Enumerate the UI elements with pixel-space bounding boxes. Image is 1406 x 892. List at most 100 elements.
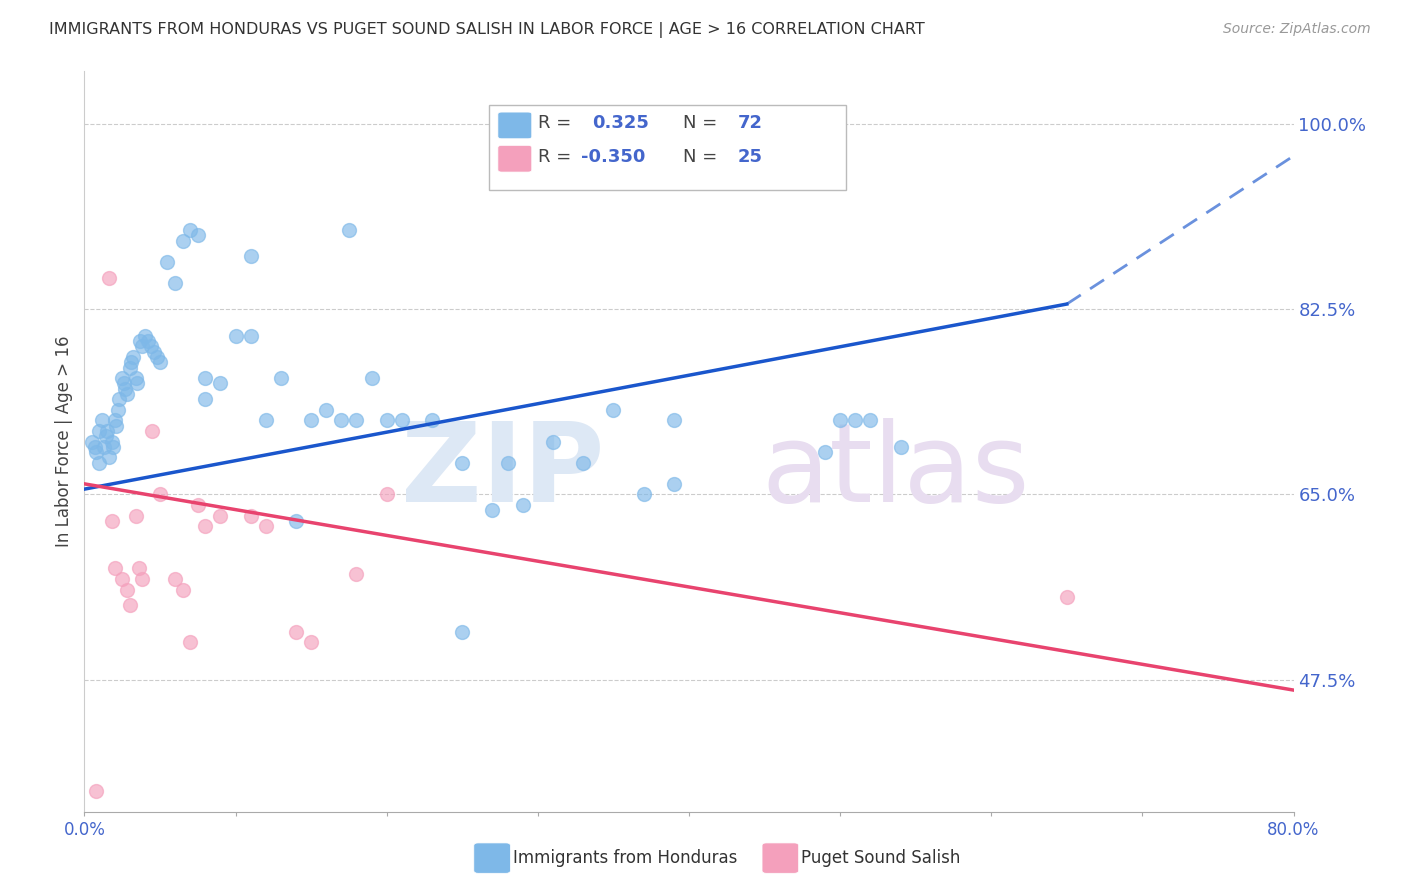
Point bbox=[96, 424, 118, 438]
Point bbox=[142, 344, 165, 359]
Point bbox=[136, 334, 159, 348]
Point bbox=[93, 440, 115, 454]
Point bbox=[165, 276, 187, 290]
Point bbox=[128, 561, 150, 575]
Text: atlas: atlas bbox=[762, 417, 1031, 524]
Point bbox=[112, 376, 135, 391]
Point bbox=[299, 413, 322, 427]
Point bbox=[512, 498, 534, 512]
Point bbox=[299, 635, 322, 649]
Y-axis label: In Labor Force | Age > 16: In Labor Force | Age > 16 bbox=[55, 335, 73, 548]
Point bbox=[496, 456, 519, 470]
Point bbox=[375, 487, 398, 501]
Point bbox=[859, 413, 882, 427]
Point bbox=[141, 424, 163, 438]
Point bbox=[89, 456, 111, 470]
Point bbox=[1056, 590, 1078, 604]
Point bbox=[131, 572, 153, 586]
Point bbox=[239, 249, 262, 264]
Point bbox=[844, 413, 866, 427]
Point bbox=[285, 624, 308, 639]
Point bbox=[337, 223, 360, 237]
Point bbox=[156, 254, 179, 268]
Point bbox=[194, 392, 217, 407]
Point bbox=[111, 572, 134, 586]
Point bbox=[111, 371, 134, 385]
Point bbox=[129, 334, 152, 348]
Point bbox=[346, 413, 368, 427]
Point bbox=[451, 456, 474, 470]
Point bbox=[89, 424, 111, 438]
Point bbox=[572, 456, 595, 470]
Point bbox=[120, 355, 142, 369]
Point bbox=[105, 418, 128, 433]
Point bbox=[179, 635, 201, 649]
Point bbox=[86, 783, 108, 797]
Point bbox=[375, 413, 398, 427]
Text: Puget Sound Salish: Puget Sound Salish bbox=[801, 849, 960, 867]
Point bbox=[172, 234, 194, 248]
Point bbox=[451, 624, 474, 639]
Point bbox=[84, 440, 107, 454]
Point bbox=[121, 350, 143, 364]
Point bbox=[86, 445, 108, 459]
Point bbox=[541, 434, 564, 449]
Point bbox=[254, 413, 277, 427]
Text: R =: R = bbox=[538, 114, 576, 132]
Point bbox=[187, 498, 209, 512]
Point bbox=[194, 519, 217, 533]
Point bbox=[115, 387, 138, 401]
Point bbox=[114, 382, 136, 396]
Text: ZIP: ZIP bbox=[401, 417, 605, 524]
Text: N =: N = bbox=[683, 114, 723, 132]
Point bbox=[125, 508, 148, 523]
Point bbox=[391, 413, 413, 427]
Point bbox=[420, 413, 443, 427]
Point bbox=[108, 392, 131, 407]
Point bbox=[360, 371, 382, 385]
Text: R =: R = bbox=[538, 147, 576, 166]
Point bbox=[187, 228, 209, 243]
Point bbox=[225, 328, 247, 343]
Point bbox=[285, 514, 308, 528]
Point bbox=[100, 514, 122, 528]
Point bbox=[91, 413, 114, 427]
Point bbox=[239, 508, 262, 523]
Point bbox=[194, 371, 217, 385]
Point bbox=[830, 413, 852, 427]
Point bbox=[104, 561, 127, 575]
Point bbox=[149, 355, 172, 369]
Point bbox=[104, 413, 127, 427]
Point bbox=[118, 599, 141, 613]
Point bbox=[239, 328, 262, 343]
Point bbox=[149, 487, 172, 501]
FancyBboxPatch shape bbox=[489, 104, 846, 190]
Point bbox=[172, 582, 194, 597]
Point bbox=[80, 434, 103, 449]
Point bbox=[890, 440, 912, 454]
Point bbox=[139, 339, 162, 353]
Text: IMMIGRANTS FROM HONDURAS VS PUGET SOUND SALISH IN LABOR FORCE | AGE > 16 CORRELA: IMMIGRANTS FROM HONDURAS VS PUGET SOUND … bbox=[49, 22, 925, 38]
Point bbox=[100, 434, 122, 449]
Point bbox=[209, 376, 232, 391]
Point bbox=[179, 223, 201, 237]
Point bbox=[330, 413, 353, 427]
Point bbox=[209, 508, 232, 523]
Point bbox=[346, 566, 368, 581]
Point bbox=[97, 270, 120, 285]
Point bbox=[270, 371, 292, 385]
Point bbox=[107, 402, 129, 417]
Point bbox=[662, 413, 685, 427]
Text: Immigrants from Honduras: Immigrants from Honduras bbox=[513, 849, 738, 867]
Point bbox=[125, 371, 148, 385]
Point bbox=[662, 476, 685, 491]
Point bbox=[94, 429, 117, 443]
Text: 25: 25 bbox=[737, 147, 762, 166]
Text: -0.350: -0.350 bbox=[581, 147, 645, 166]
Text: 0.325: 0.325 bbox=[592, 114, 650, 132]
Text: 72: 72 bbox=[737, 114, 762, 132]
Point bbox=[134, 328, 156, 343]
Point bbox=[165, 572, 187, 586]
Text: N =: N = bbox=[683, 147, 723, 166]
Point bbox=[602, 402, 624, 417]
